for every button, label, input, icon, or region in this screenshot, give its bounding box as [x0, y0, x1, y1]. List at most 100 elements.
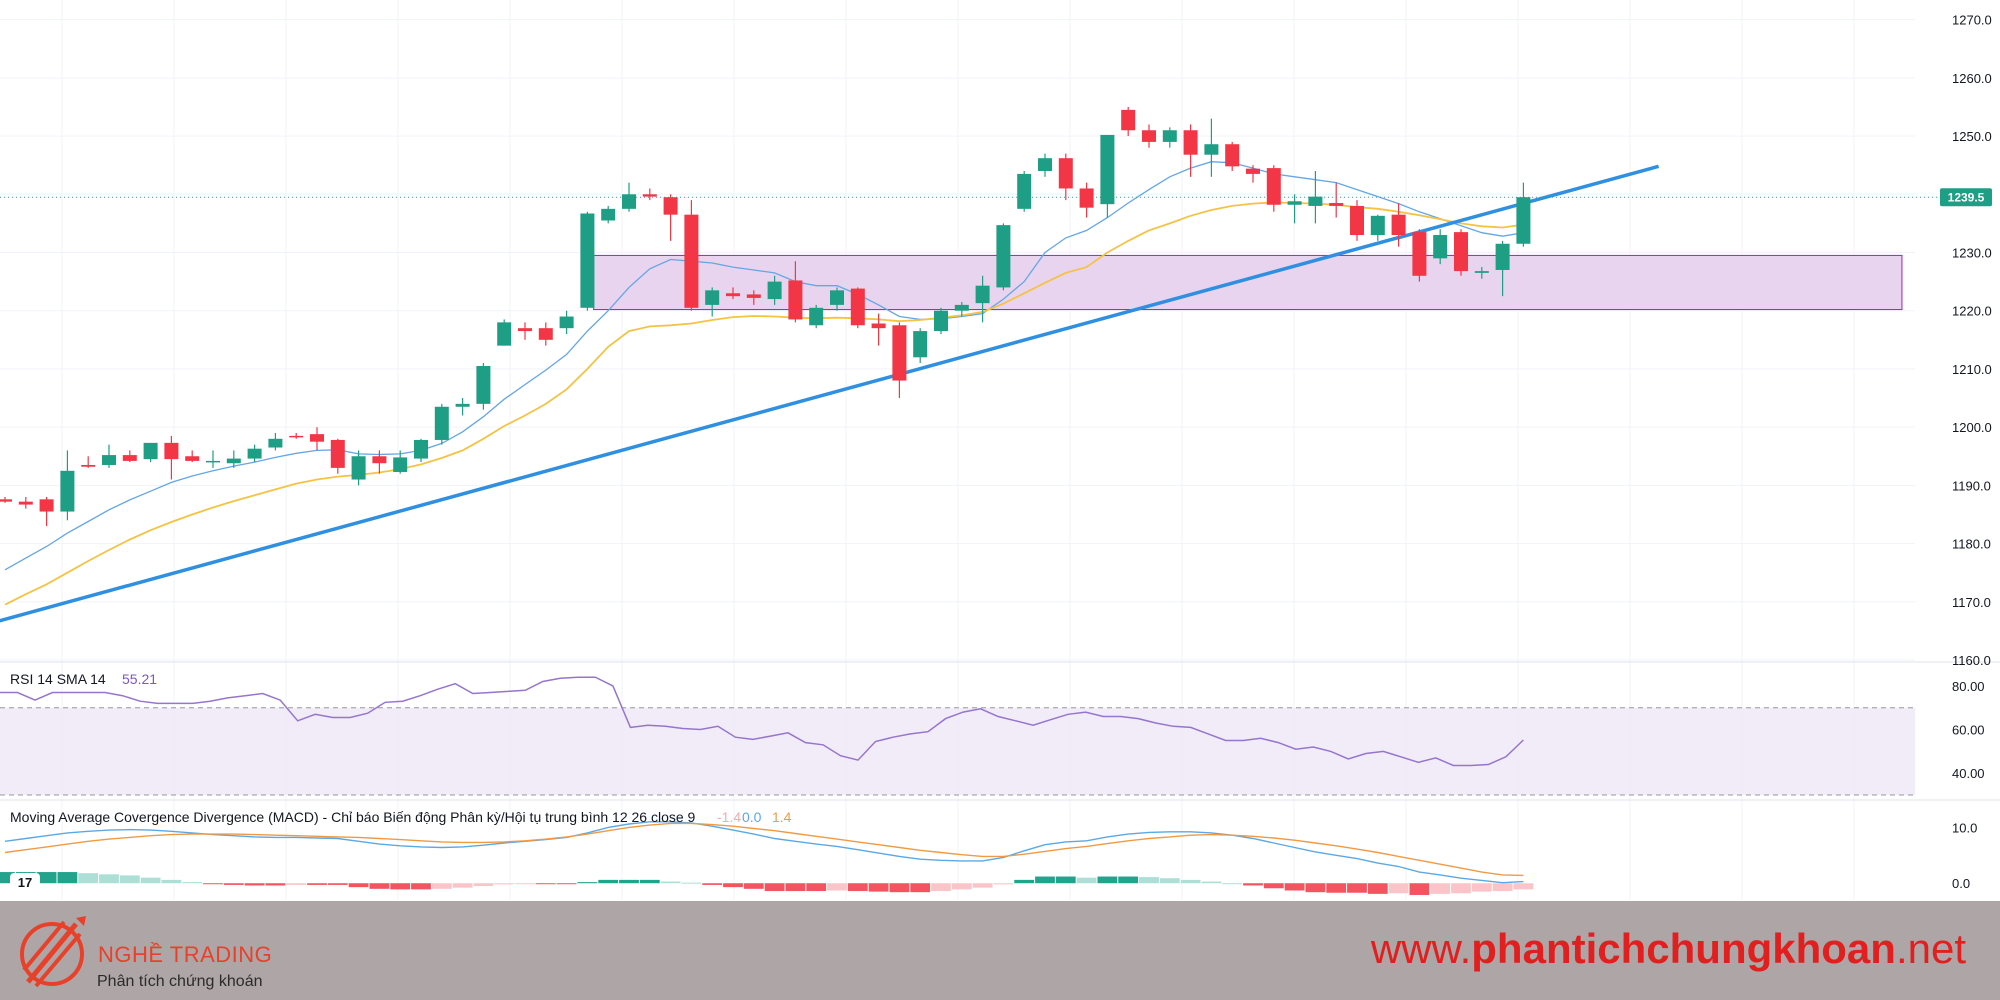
candle[interactable]	[1391, 203, 1406, 247]
candle[interactable]	[892, 322, 907, 399]
candle[interactable]	[289, 432, 304, 439]
candle[interactable]	[414, 438, 428, 463]
support-zone[interactable]	[593, 254, 1903, 311]
candle[interactable]	[351, 450, 366, 486]
candle[interactable]	[954, 301, 969, 317]
candle[interactable]	[580, 211, 595, 311]
candle[interactable]	[1038, 153, 1052, 177]
candle[interactable]	[642, 188, 657, 201]
candle[interactable]	[1162, 127, 1177, 148]
candle[interactable]	[247, 444, 262, 463]
candle[interactable]	[1183, 124, 1198, 177]
tradingview-logo[interactable]: 17	[10, 873, 40, 893]
candle[interactable]	[330, 438, 345, 474]
candle[interactable]	[1266, 165, 1281, 212]
candle[interactable]	[996, 223, 1011, 291]
candle[interactable]	[767, 275, 782, 305]
candle[interactable]	[1058, 153, 1073, 201]
website-url[interactable]: www.phantichchungkhoan.net	[1371, 925, 1966, 973]
candle-body	[850, 288, 865, 326]
candle[interactable]	[18, 497, 33, 509]
candle[interactable]	[1204, 118, 1219, 177]
candle[interactable]	[518, 322, 532, 340]
candle[interactable]	[1308, 171, 1323, 224]
candle[interactable]	[143, 442, 158, 463]
candle[interactable]	[1225, 141, 1240, 171]
candle[interactable]	[1121, 106, 1136, 137]
candle[interactable]	[726, 287, 740, 300]
trendline[interactable]	[0, 164, 1660, 623]
price-axis[interactable]: 1270.01260.01250.01240.01230.01220.01210…	[1952, 13, 1992, 892]
macd-histogram-bar	[1409, 883, 1430, 895]
candle[interactable]	[39, 497, 54, 527]
candle[interactable]	[746, 290, 761, 305]
candle-body	[1121, 109, 1136, 131]
candle[interactable]	[185, 450, 200, 463]
macd-histogram-bar	[99, 874, 119, 884]
candle-body	[622, 194, 636, 209]
candle[interactable]	[1454, 229, 1468, 276]
candle-body	[185, 456, 200, 461]
candle[interactable]	[1246, 165, 1260, 183]
candle[interactable]	[476, 363, 491, 410]
candle[interactable]	[497, 319, 512, 346]
candle[interactable]	[705, 287, 720, 317]
macd-histogram-bar	[910, 883, 931, 893]
candle[interactable]	[1350, 200, 1364, 241]
candle[interactable]	[372, 450, 387, 474]
candle-body	[1038, 158, 1052, 171]
candle[interactable]	[455, 398, 470, 416]
candle[interactable]	[434, 403, 449, 445]
price-pane[interactable]	[0, 106, 1940, 623]
rsi-pane[interactable]	[0, 676, 1915, 796]
candle[interactable]	[81, 456, 96, 468]
candle[interactable]	[1142, 124, 1156, 148]
candle[interactable]	[1017, 171, 1032, 212]
candle[interactable]	[1495, 240, 1510, 297]
candle[interactable]	[975, 275, 990, 323]
candle[interactable]	[206, 450, 220, 468]
candle[interactable]	[850, 287, 865, 329]
candle[interactable]	[1287, 194, 1302, 224]
candle[interactable]	[684, 200, 699, 311]
candle[interactable]	[913, 328, 928, 364]
candle[interactable]	[0, 497, 12, 503]
candle[interactable]	[268, 432, 283, 451]
candle[interactable]	[934, 307, 948, 334]
macd-signal-line	[4, 822, 1524, 877]
candle[interactable]	[393, 450, 408, 474]
macd-histogram-bar	[452, 883, 473, 888]
candle[interactable]	[102, 444, 116, 468]
candle[interactable]	[1079, 182, 1094, 218]
candle[interactable]	[310, 427, 324, 451]
candle[interactable]	[60, 450, 75, 521]
candle[interactable]	[622, 182, 636, 212]
candle[interactable]	[1370, 214, 1385, 241]
candle[interactable]	[1412, 229, 1427, 282]
candle[interactable]	[830, 287, 844, 311]
candle[interactable]	[1516, 182, 1531, 247]
candle[interactable]	[1100, 134, 1115, 218]
candle[interactable]	[538, 322, 553, 346]
candle[interactable]	[788, 261, 803, 323]
candle[interactable]	[226, 450, 241, 468]
macd-histogram-bar	[348, 883, 369, 888]
chart-canvas[interactable]: 1270.01260.01250.01240.01230.01220.01210…	[0, 0, 2000, 900]
candle[interactable]	[1433, 229, 1448, 265]
candle[interactable]	[871, 313, 886, 346]
candle[interactable]	[122, 450, 137, 463]
candle[interactable]	[1474, 267, 1489, 279]
macd-pane[interactable]	[0, 821, 1534, 895]
candle-body	[684, 214, 699, 308]
macd-histogram-bar	[847, 883, 868, 892]
candle[interactable]	[164, 435, 179, 480]
candle[interactable]	[559, 310, 574, 334]
candle-body	[580, 213, 595, 308]
candle-body	[1246, 168, 1260, 174]
candle[interactable]	[601, 205, 616, 224]
candle[interactable]	[663, 194, 678, 241]
candle[interactable]	[809, 304, 824, 329]
candle[interactable]	[1329, 182, 1344, 218]
brand-logo-icon	[20, 916, 86, 988]
